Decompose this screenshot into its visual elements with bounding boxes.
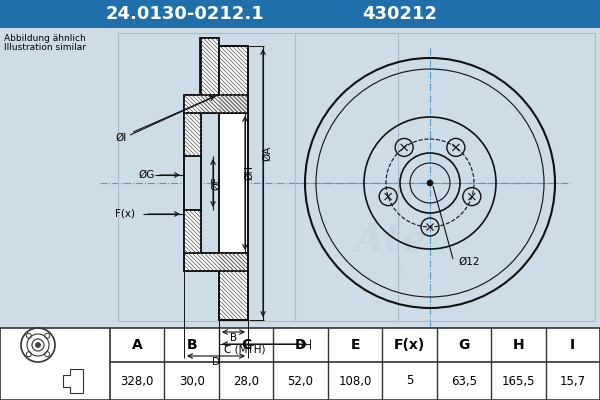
Bar [0,28,600,328]
Bar [184,113,201,156]
Bar [0,28,600,328]
Text: Ø12: Ø12 [458,257,479,267]
Text: ØG: ØG [138,170,154,180]
Text: 430212: 430212 [362,5,437,23]
Bar [0,0,600,28]
Text: A: A [132,338,143,352]
Bar [219,46,248,113]
Bar [201,38,219,112]
Text: 30,0: 30,0 [179,374,205,388]
Bar [0,328,600,400]
Bar [184,210,201,253]
Text: I: I [570,338,575,352]
Text: 24.0130-0212.1: 24.0130-0212.1 [106,5,265,23]
Text: 52,0: 52,0 [287,374,314,388]
Text: E: E [350,338,360,352]
Bar [184,156,201,210]
Circle shape [427,180,433,186]
Text: ØE: ØE [211,176,221,190]
Text: 5: 5 [406,374,413,388]
Text: 15,7: 15,7 [560,374,586,388]
Text: 63,5: 63,5 [451,374,477,388]
Text: Abbildung ähnlich: Abbildung ähnlich [4,34,86,43]
Polygon shape [200,38,218,113]
Text: D: D [212,357,220,367]
Bar [295,33,595,321]
Bar [184,253,248,271]
Text: Ate: Ate [354,221,426,259]
Text: G: G [458,338,470,352]
Text: ØI: ØI [115,133,126,143]
Bar [219,113,248,253]
Text: 165,5: 165,5 [502,374,535,388]
Text: 328,0: 328,0 [121,374,154,388]
Text: Illustration similar: Illustration similar [4,43,86,52]
Text: F(x): F(x) [115,209,135,219]
Text: H: H [512,338,524,352]
Text: C: C [241,338,251,352]
Bar [219,253,248,320]
Text: B: B [230,333,237,343]
Bar [118,33,398,321]
Text: C (MTH): C (MTH) [224,345,265,355]
Circle shape [35,342,41,348]
Text: ØH: ØH [244,166,254,180]
Text: 28,0: 28,0 [233,374,259,388]
Text: D: D [295,338,307,352]
Text: ®: ® [395,265,406,275]
Text: B: B [187,338,197,352]
Text: ØA: ØA [262,145,272,161]
Text: 108,0: 108,0 [338,374,371,388]
Bar [184,95,248,113]
Text: F(x): F(x) [394,338,425,352]
